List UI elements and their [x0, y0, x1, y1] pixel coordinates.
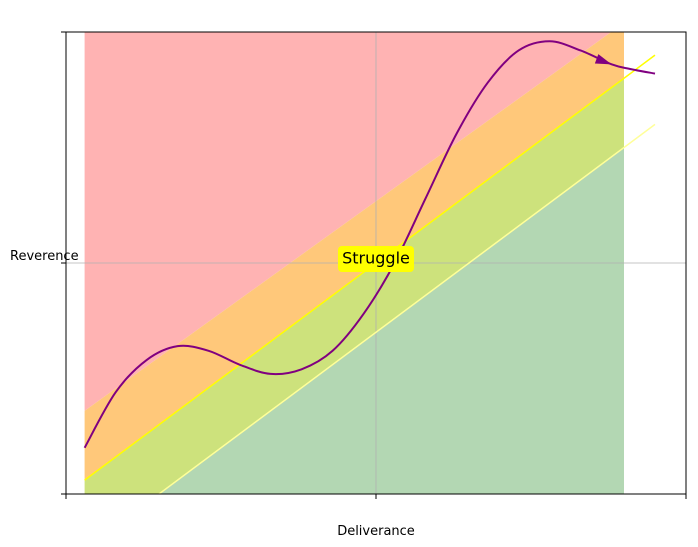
- zone-band-4: [84, 147, 624, 494]
- annotations: Struggle: [338, 246, 414, 272]
- x-axis-label: Deliverance: [337, 524, 415, 539]
- journey-arrow: [594, 54, 612, 65]
- lower-guide-line: [157, 123, 656, 494]
- axis-ticks: [61, 31, 687, 499]
- zone-band-3: [84, 78, 624, 494]
- journey-curve: [83, 40, 656, 449]
- struggle-annotation: Struggle: [342, 249, 410, 268]
- y-axis-label: Reverence: [10, 249, 79, 264]
- zone-bands: [84, 32, 624, 494]
- journey-line: [83, 40, 656, 449]
- zone-band-1: [84, 32, 624, 411]
- struggle-annotation-box: [338, 246, 414, 272]
